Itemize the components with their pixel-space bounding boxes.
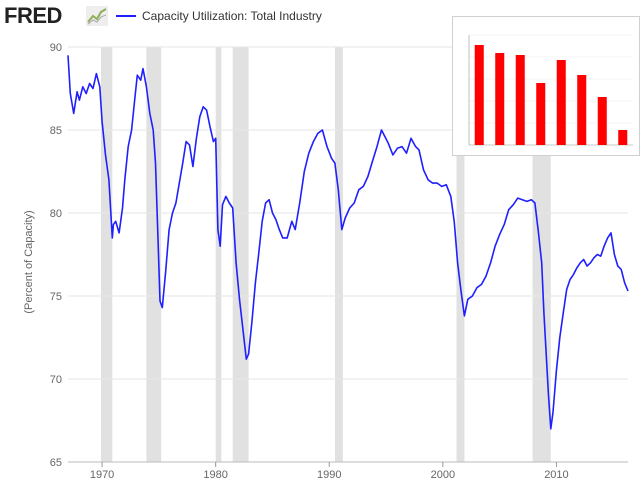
inset-bar-chart — [452, 16, 640, 156]
recession-band — [215, 47, 222, 462]
recession-band — [100, 47, 113, 462]
legend-swatch — [116, 15, 136, 17]
fred-logo-chart-icon — [86, 6, 108, 26]
x-tick-label: 2010 — [544, 469, 568, 481]
y-tick-label: 75 — [50, 291, 62, 303]
inset-bar — [536, 83, 546, 145]
x-tick-label: 1980 — [203, 469, 227, 481]
y-tick-label: 85 — [50, 125, 62, 137]
recession-band — [456, 47, 465, 462]
inset-bar — [597, 97, 607, 145]
legend-label: Capacity Utilization: Total Industry — [142, 9, 322, 23]
legend: Capacity Utilization: Total Industry — [116, 8, 322, 24]
inset-bar — [618, 130, 628, 145]
x-tick-label: 2000 — [431, 469, 455, 481]
inset-chart-svg — [468, 34, 633, 146]
x-tick-label: 1970 — [90, 469, 114, 481]
x-tick-labels: 1970 1980 1990 2000 2010 — [90, 469, 569, 481]
y-tick-label: 80 — [50, 208, 62, 220]
recession-band — [232, 47, 249, 462]
y-tick-label: 70 — [50, 374, 62, 386]
inset-bar — [556, 60, 566, 145]
inset-bar — [474, 45, 484, 145]
series-line — [67, 55, 629, 430]
y-tick-label: 90 — [50, 42, 62, 54]
series-layer — [67, 55, 629, 430]
inset-bar — [515, 55, 525, 145]
header: FRED Capacity Utilization: Total Industr… — [0, 0, 640, 32]
y-tick-label: 65 — [50, 457, 62, 469]
inset-bar — [495, 53, 505, 145]
fred-logo[interactable]: FRED — [4, 3, 62, 28]
recession-band — [146, 47, 162, 462]
y-axis-label: (Percent of Capacity) — [23, 210, 35, 313]
x-tick-label: 1990 — [317, 469, 341, 481]
axes — [68, 461, 628, 467]
inset-bar — [577, 75, 587, 145]
y-tick-labels: 65 70 75 80 85 90 — [50, 42, 62, 469]
recession-band — [334, 47, 343, 462]
